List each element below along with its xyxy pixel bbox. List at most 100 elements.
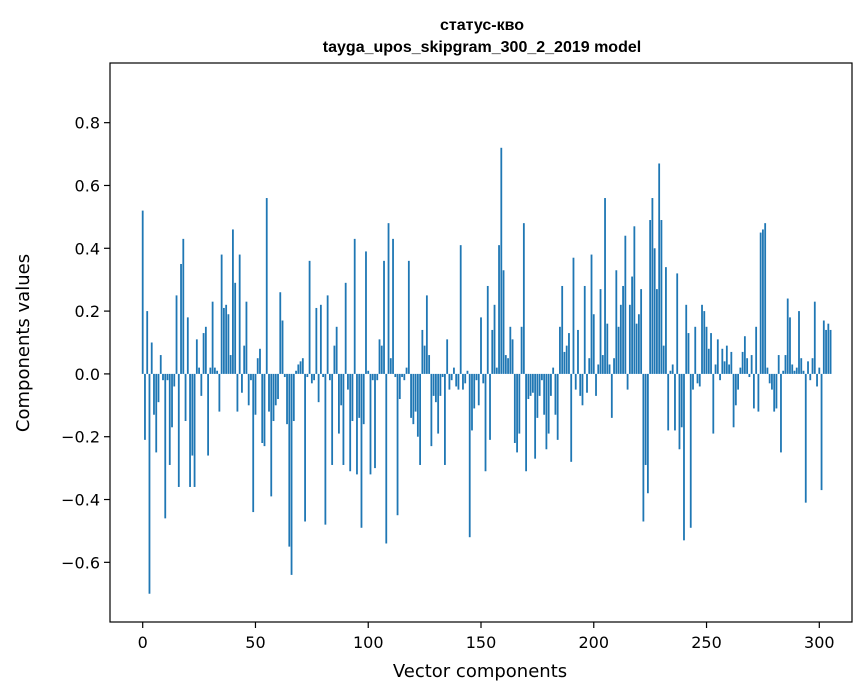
bar [529, 373, 532, 396]
bar [263, 373, 266, 447]
bar [793, 370, 796, 374]
bar [159, 355, 162, 374]
bar [360, 373, 363, 528]
bar [338, 373, 340, 434]
bar [818, 367, 821, 374]
bar [748, 373, 751, 378]
bar [186, 317, 189, 374]
bar [466, 370, 469, 374]
bar [498, 245, 500, 374]
bar [216, 370, 219, 374]
bar [586, 373, 588, 393]
bar [439, 373, 442, 396]
bar [455, 373, 458, 387]
bar [577, 329, 579, 374]
bar [367, 370, 370, 374]
bar [448, 373, 451, 390]
bar [371, 373, 374, 381]
bar [401, 373, 403, 378]
bar [304, 373, 306, 522]
bar [755, 326, 758, 374]
y-tick-label: 0.8 [75, 114, 100, 133]
bar [146, 311, 149, 374]
bar [554, 373, 557, 415]
bar [416, 373, 419, 437]
bar [218, 373, 221, 412]
x-tick-label: 200 [578, 633, 609, 652]
bar [162, 373, 164, 381]
bar [457, 373, 460, 390]
bar [489, 373, 491, 440]
bar [356, 373, 358, 475]
bar [527, 373, 530, 400]
bar [827, 323, 830, 374]
bar [536, 373, 539, 418]
bar [421, 329, 424, 374]
bar [622, 285, 624, 374]
bar [644, 373, 647, 465]
bar [822, 320, 825, 374]
bar [234, 282, 237, 374]
bar [306, 373, 309, 378]
bar [380, 345, 383, 374]
bar [619, 304, 622, 374]
bar [511, 339, 514, 374]
bar [507, 358, 509, 374]
bar [432, 373, 435, 396]
y-tick-label: −0.2 [61, 428, 100, 447]
bar [444, 373, 446, 465]
bar [486, 285, 489, 374]
bar [227, 314, 230, 374]
bar [191, 373, 194, 456]
bar [775, 373, 778, 409]
bar [173, 373, 176, 387]
bar [437, 373, 440, 434]
bar [168, 373, 171, 465]
bar [286, 373, 288, 425]
bar [394, 373, 397, 378]
y-tick-label: −0.6 [61, 553, 100, 572]
bar [561, 285, 564, 374]
bar [568, 333, 570, 374]
bar [319, 304, 322, 374]
x-tick-label: 100 [353, 633, 384, 652]
bar [434, 373, 437, 403]
bar [419, 373, 421, 465]
bar [640, 289, 643, 374]
bar [712, 373, 715, 434]
bar [453, 367, 455, 374]
bar [809, 373, 812, 381]
bar [734, 373, 737, 406]
bar [522, 223, 525, 374]
bar [581, 373, 584, 406]
x-tick-label: 250 [691, 633, 722, 652]
bar [374, 373, 376, 469]
bar [207, 373, 209, 456]
bar [171, 373, 173, 428]
bar [728, 364, 730, 374]
bar [225, 304, 228, 374]
chart-title: статус-кво [440, 17, 524, 34]
bar [502, 270, 505, 374]
bar [164, 373, 167, 519]
bar [362, 373, 365, 425]
bar [538, 373, 541, 396]
bar [279, 292, 282, 374]
bar [236, 373, 239, 412]
bar [784, 355, 787, 374]
y-tick-label: 0.0 [75, 365, 100, 384]
bar [358, 373, 361, 418]
bar [606, 323, 609, 374]
bar [660, 220, 663, 374]
bar [193, 373, 196, 487]
bar [531, 373, 534, 393]
bar [297, 364, 300, 374]
bar [662, 345, 665, 374]
bar [326, 295, 329, 374]
bar [396, 373, 399, 516]
bar [773, 373, 776, 412]
bar [295, 370, 297, 374]
bar [689, 373, 692, 528]
bar [389, 358, 392, 374]
bar [423, 345, 426, 374]
